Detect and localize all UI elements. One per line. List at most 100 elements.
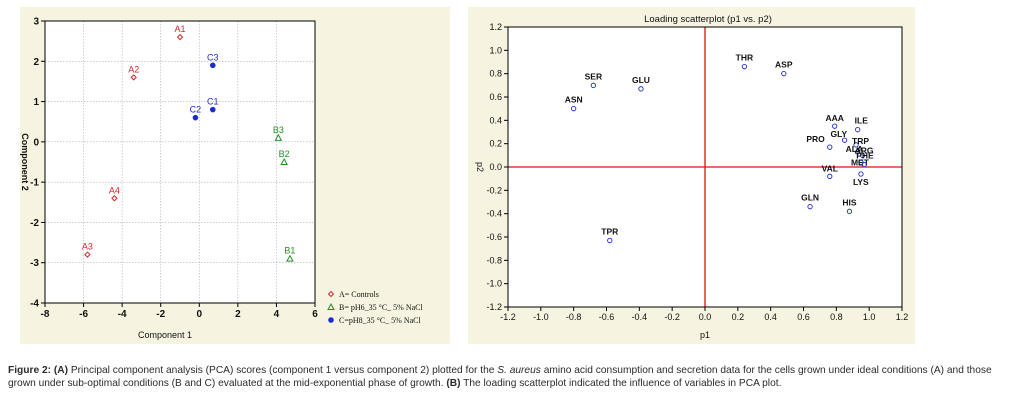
- loading-point: [781, 71, 787, 77]
- loading-point-label: TPR: [601, 227, 618, 237]
- score-point: [209, 106, 216, 113]
- y-tick-label: -1: [30, 178, 39, 189]
- loading-point-label: LYS: [853, 177, 869, 187]
- loading-point: [832, 123, 838, 129]
- loading-point-label: ARG: [855, 145, 874, 155]
- x-tick-label: -4: [118, 309, 127, 320]
- plot-area: [45, 21, 315, 303]
- caption-text-2: amino acid consumption and secretion dat…: [8, 365, 992, 389]
- score-point-label: A2: [128, 64, 139, 74]
- plot-frame: [507, 26, 903, 308]
- loading-point-label: PRO: [806, 134, 825, 144]
- score-point: [130, 74, 137, 81]
- loading-point: [827, 173, 833, 179]
- x-tick-label: -1.2: [500, 312, 516, 322]
- caption-text-1: Principal component analysis (PCA) score…: [68, 365, 498, 376]
- loading-point-label: TRP: [852, 136, 869, 146]
- y-tick-label: 3: [33, 17, 39, 28]
- legend-label: A= Controls: [339, 290, 379, 299]
- loading-point-label: ASP: [775, 60, 793, 70]
- score-point-label: C2: [190, 105, 202, 115]
- loading-point: [855, 149, 861, 155]
- x-tick-label: 1.0: [863, 312, 876, 322]
- x-tick-label: -2: [156, 309, 165, 320]
- y-tick-label: -4: [30, 299, 39, 310]
- x-tick-label: -8: [41, 309, 50, 320]
- y-axis-label: p2: [475, 162, 485, 172]
- loading-point-label: SER: [585, 71, 602, 81]
- y-axis-label: Component 2: [20, 133, 30, 191]
- x-tick-label: -0.4: [632, 312, 648, 322]
- y-tick-label: -1.2: [486, 302, 502, 312]
- loading-point: [858, 171, 864, 177]
- y-tick-label: -0.6: [486, 232, 502, 242]
- x-tick-label: 0.2: [732, 312, 745, 322]
- x-tick-label: 6: [312, 309, 318, 320]
- loading-point: [841, 137, 848, 143]
- loading-point: [741, 64, 748, 70]
- x-tick-label: 1.2: [896, 312, 909, 322]
- x-axis-label: Component 1: [138, 330, 192, 340]
- x-tick-label: 4: [274, 309, 280, 320]
- x-tick-label: -6: [79, 309, 88, 320]
- x-tick-label: 0.4: [764, 312, 777, 322]
- loading-point-label: ILE: [855, 116, 869, 126]
- y-tick-label: -0.4: [486, 209, 502, 219]
- caption-organism: S. aureus: [497, 365, 541, 376]
- y-tick-label: 0.2: [489, 139, 502, 149]
- score-point-label: C3: [207, 52, 219, 62]
- loading-point-label: THR: [736, 53, 753, 63]
- legend-marker: [328, 317, 334, 323]
- y-tick-label: 0.4: [489, 115, 502, 125]
- y-tick-label: 0.6: [489, 92, 502, 102]
- loading-point-label: ASN: [565, 95, 583, 105]
- legend-label: B= pH6_35 °C_ 5% NaCl: [339, 303, 423, 312]
- loading-point: [846, 208, 853, 214]
- score-point: [84, 251, 91, 258]
- x-tick-label: 0.8: [830, 312, 843, 322]
- y-tick-label: 1.0: [489, 45, 502, 55]
- y-tick-label: -1.0: [486, 279, 502, 289]
- loading-point-label: MET: [851, 157, 870, 167]
- loading-point: [827, 144, 833, 150]
- score-point: [209, 62, 216, 69]
- caption-panel-a: (A): [53, 365, 69, 376]
- legend-marker: [327, 302, 335, 310]
- y-tick-label: 1.2: [489, 22, 502, 32]
- score-point-label: B2: [279, 149, 290, 159]
- pca-score-plot-panel: -8 -6 -4 -2 0 2 4 6 -4 -3 -2 -1 0 1 2 3 Component 1 Compo…: [20, 7, 450, 344]
- y-tick-label: -0.2: [486, 185, 502, 195]
- caption-figure-label: Figure 2:: [8, 365, 52, 376]
- caption-text-3: The loading scatterplot indicated the in…: [460, 378, 782, 389]
- loading-point-label: GLY: [831, 129, 848, 139]
- loading-scatterplot-panel: Loading scatterplot (p1 vs. p2) -1.2 -1.0 -…: [468, 7, 915, 344]
- loading-point: [861, 162, 867, 168]
- score-point: [176, 33, 184, 41]
- loading-point: [638, 86, 644, 92]
- y-tick-label: 2: [33, 57, 39, 68]
- loading-point-label: ALA: [846, 144, 863, 154]
- y-tick-label: -2: [30, 218, 39, 229]
- loading-point: [571, 106, 577, 112]
- loading-point: [853, 142, 859, 148]
- loading-point-label: VAL: [822, 163, 838, 173]
- caption-panel-b: (B): [446, 378, 461, 389]
- chart-title: Loading scatterplot (p1 vs. p2): [644, 14, 772, 25]
- score-point-label: C1: [207, 97, 219, 107]
- x-tick-label: 2: [235, 309, 241, 320]
- score-point-label: A4: [109, 185, 120, 195]
- score-point: [280, 157, 288, 165]
- x-tick-label: 0.0: [699, 312, 712, 322]
- score-point: [286, 254, 294, 262]
- x-axis-label: p1: [700, 330, 710, 340]
- loading-point: [607, 237, 613, 244]
- x-tick-label: -1.0: [533, 312, 549, 322]
- loading-point: [807, 204, 813, 210]
- score-point-label: B3: [273, 125, 284, 135]
- loading-point-label: GLU: [632, 75, 650, 85]
- loading-scatterplot: Loading scatterplot (p1 vs. p2) -1.2 -1.0 -…: [475, 14, 909, 340]
- y-tick-label: 0: [33, 137, 39, 148]
- score-point-label: A3: [82, 242, 93, 252]
- figure-caption: Figure 2: (A) Principal component analys…: [8, 364, 1013, 390]
- x-tick-label: 0: [197, 309, 203, 320]
